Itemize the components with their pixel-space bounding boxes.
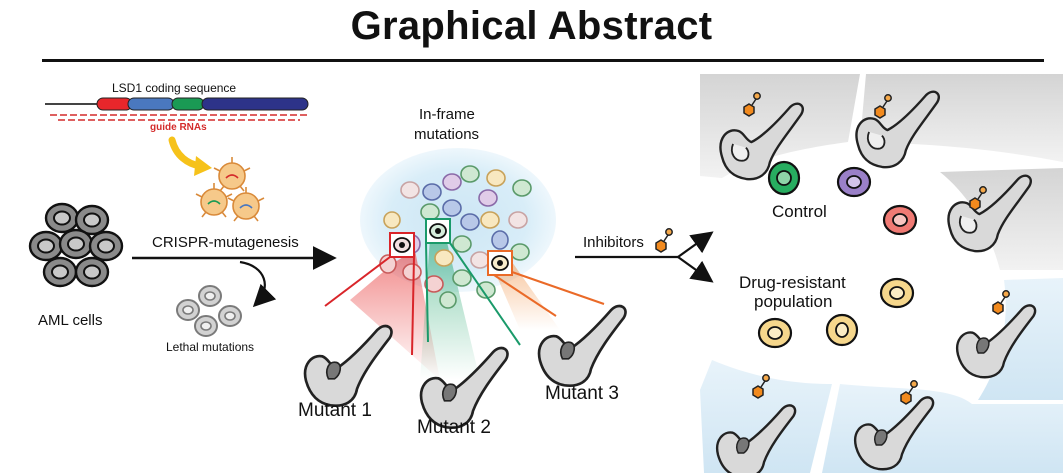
transduction-arrow-icon: [168, 136, 212, 176]
mutant-1-label: Mutant 1: [298, 400, 372, 421]
lethal-mutations-label: Lethal mutations: [166, 340, 255, 354]
lethal-cells: [176, 285, 242, 337]
mutant-1-protein: [303, 324, 393, 407]
lentivirus-icons: [195, 157, 265, 222]
guide-rna-dashes: [50, 114, 308, 121]
mutant-3-protein: [537, 304, 627, 387]
inhibitors-label: Inhibitors: [583, 234, 644, 251]
coding-sequence: [45, 97, 309, 121]
exon-navy: [201, 97, 309, 111]
resistant-label-1: Drug-resistant: [739, 273, 846, 292]
inhibitors-arrow: [575, 231, 714, 283]
control-label: Control: [772, 202, 827, 221]
in-frame-label-2: mutations: [414, 126, 480, 143]
guide-rnas-label: guide RNAs: [150, 122, 207, 133]
mutant-3-box: [487, 250, 513, 276]
mutant-2-label: Mutant 2: [417, 417, 491, 438]
aml-cells-cluster: [28, 202, 124, 288]
aml-cells-label: AML cells: [38, 312, 103, 329]
control-cells: [767, 160, 918, 236]
crispr-label: CRISPR-mutagenesis: [152, 234, 299, 251]
exon-green: [171, 97, 205, 111]
exon-red: [96, 97, 133, 111]
title-underline: [42, 59, 1044, 62]
resistant-cells: [757, 277, 915, 349]
exon-blue: [127, 97, 175, 111]
page-title: Graphical Abstract: [350, 4, 713, 48]
mutant-1-box: [389, 232, 415, 258]
coding-sequence-label: LSD1 coding sequence: [112, 81, 237, 95]
mutant-cells: [379, 165, 532, 309]
mutant-3-label: Mutant 3: [545, 383, 619, 404]
resistant-label-2: population: [754, 292, 833, 311]
lethal-arrow: [239, 260, 277, 308]
mutant-2-box: [425, 218, 451, 244]
inhibitor-icon: [655, 228, 673, 253]
in-frame-label-1: In-frame: [419, 106, 475, 123]
